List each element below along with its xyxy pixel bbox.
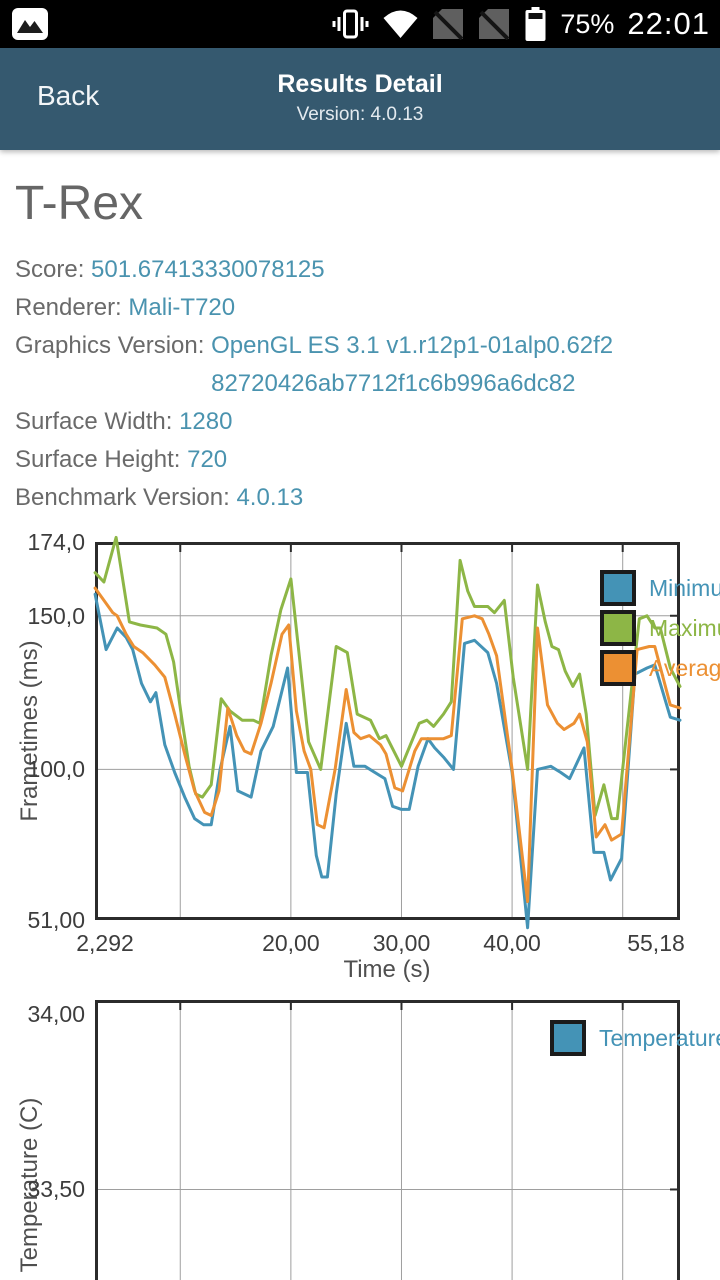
vibrate-icon: [332, 9, 369, 39]
status-bar: 75% 22:01: [0, 0, 720, 48]
test-name: T-Rex: [15, 177, 144, 230]
battery-percent: 75%: [560, 9, 615, 39]
score-value: 501.67413330078125: [91, 256, 325, 283]
series-minimum-line: [93, 592, 682, 930]
x-tick-label: 40,00: [483, 930, 541, 956]
info-row-surface-height: Surface Height: 720: [15, 441, 715, 479]
legend-item-average: Average: [600, 650, 720, 686]
graphics-version-line1: OpenGL ES 3.1 v1.r12p1-01alp0.62f2: [211, 332, 614, 359]
surface-width-value: 1280: [179, 408, 233, 435]
info-row-benchmark-version: Benchmark Version: 4.0.13: [15, 479, 715, 517]
y-tick-label: 34,00: [27, 1001, 85, 1028]
frametimes-chart-canvas: [93, 535, 682, 930]
graphics-version-label: Graphics Version:: [15, 332, 205, 359]
maximum-swatch-icon: [600, 610, 636, 646]
benchmark-version-value: 4.0.13: [236, 484, 304, 511]
legend-label-temperature: Temperature (C): [599, 1024, 720, 1051]
surface-height-label: Surface Height:: [15, 446, 181, 473]
frametimes-legend: Minimum Maximum Average: [600, 570, 720, 690]
series-maximum-line: [93, 535, 682, 821]
temperature-chart-canvas: [95, 1000, 680, 1280]
info-row-surface-width: Surface Width: 1280: [15, 403, 715, 441]
temperature-legend: Temperature (C): [550, 1020, 720, 1060]
x-axis-title: Time (s): [343, 956, 431, 983]
series-average-line: [93, 586, 682, 904]
legend-item-minimum: Minimum: [600, 570, 720, 606]
plot-border: [95, 542, 680, 920]
info-row-graphics-version: Graphics Version: OpenGL ES 3.1 v1.r12p1…: [15, 327, 715, 403]
back-button[interactable]: Back: [37, 80, 100, 111]
renderer-label: Renderer:: [15, 294, 122, 321]
page-subtitle: Version: 4.0.13: [296, 104, 424, 125]
y-tick-label: 51,00: [27, 907, 85, 933]
temperature-plot-area: Temperature (C): [95, 1000, 720, 1280]
surface-width-label: Surface Width:: [15, 408, 173, 435]
info-row-score: Score: 501.67413330078125: [15, 251, 715, 289]
renderer-value: Mali-T720: [128, 294, 236, 321]
legend-item-maximum: Maximum: [600, 610, 720, 646]
score-label: Score:: [15, 256, 85, 283]
x-tick-label: 30,00: [372, 930, 431, 956]
temperature-chart: Temperature (C) Temperature (C) 34,0033,…: [0, 1000, 720, 1280]
frametimes-plot-area: Minimum Maximum Average: [93, 535, 720, 930]
y-tick-label: 100,0: [27, 756, 85, 783]
y-tick-label: 174,0: [27, 529, 85, 555]
y-axis-title: Frametimes (ms): [16, 640, 43, 822]
x-tick-label: 2,292: [76, 930, 134, 956]
result-info: Score: 501.67413330078125 Renderer: Mali…: [15, 251, 715, 517]
y-tick-label: 150,0: [27, 602, 85, 629]
battery-icon: [525, 7, 546, 41]
frametimes-chart: Frametimes (ms) Minimum Maximum Average …: [0, 528, 720, 1000]
temperature-swatch-icon: [550, 1020, 586, 1056]
clock: 22:01: [627, 6, 710, 41]
legend-item-temperature: Temperature (C): [550, 1020, 720, 1056]
graphics-version-value: OpenGL ES 3.1 v1.r12p1-01alp0.62f2 82720…: [211, 327, 613, 403]
legend-label-minimum: Minimum: [649, 574, 720, 601]
y-tick-label: 33,50: [27, 1176, 85, 1203]
gallery-notification-icon: [12, 8, 48, 40]
legend-label-average: Average: [649, 654, 720, 681]
legend-label-maximum: Maximum: [649, 614, 720, 641]
x-tick-label: 55,18: [627, 930, 685, 956]
no-signal-icon-2: [479, 9, 510, 40]
plot-border: [95, 1000, 680, 1280]
minimum-swatch-icon: [600, 570, 636, 606]
benchmark-version-label: Benchmark Version:: [15, 484, 230, 511]
info-row-renderer: Renderer: Mali-T720: [15, 289, 715, 327]
app-bar: Back Results Detail Version: 4.0.13: [0, 48, 720, 150]
x-tick-label: 20,00: [262, 930, 320, 956]
no-signal-icon-1: [433, 9, 464, 40]
surface-height-value: 720: [187, 446, 228, 473]
page-title: Results Detail: [277, 70, 443, 98]
graphics-version-line2: 82720426ab7712f1c6b996a6dc82: [211, 370, 576, 397]
wifi-icon: [383, 10, 418, 38]
average-swatch-icon: [600, 650, 636, 686]
